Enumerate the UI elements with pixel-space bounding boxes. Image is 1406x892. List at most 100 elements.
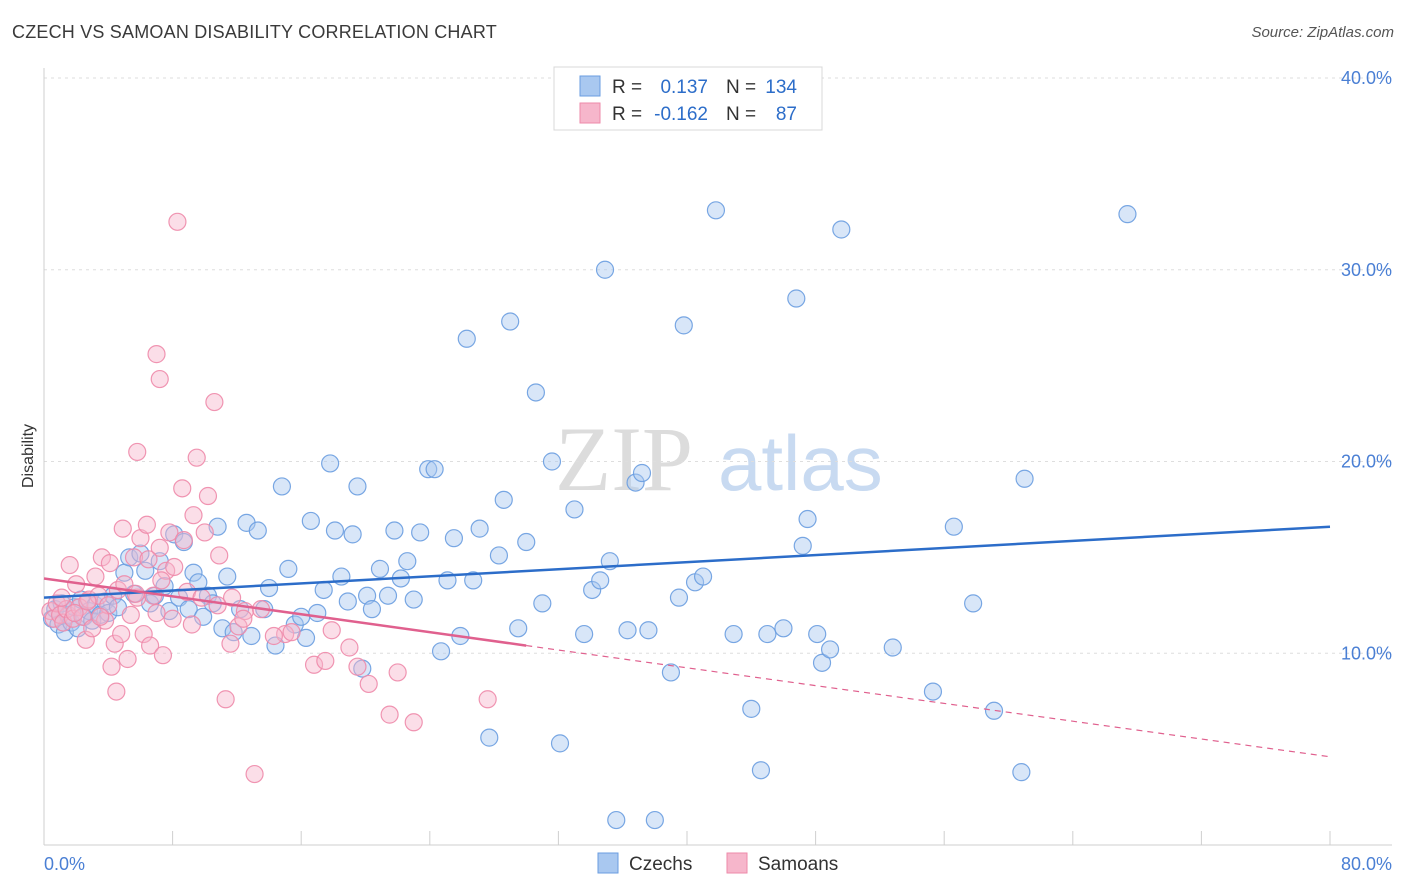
czech-point	[793, 536, 812, 555]
czech-point	[674, 316, 693, 335]
czech-point	[358, 586, 377, 605]
stats-r-value-czechs: 0.137	[660, 77, 708, 98]
czech-point	[509, 619, 528, 638]
legend-label-samoans: Samoans	[758, 854, 838, 875]
samoan-point	[150, 538, 169, 557]
samoan-point	[208, 596, 227, 615]
samoan-point	[187, 448, 206, 467]
czech-point	[639, 621, 658, 640]
source-label: Source: ZipAtlas.com	[1251, 24, 1394, 41]
czech-point	[533, 594, 552, 613]
x-tick-label-max: 80.0%	[1341, 854, 1392, 874]
czech-point	[724, 624, 743, 644]
samoan-point	[139, 550, 158, 569]
stats-swatch-samoans	[579, 102, 601, 124]
samoan-point	[121, 605, 140, 625]
czech-point	[248, 521, 267, 540]
czech-point	[751, 761, 771, 780]
samoan-point	[282, 623, 301, 642]
czech-point	[398, 552, 417, 571]
czech-point	[494, 490, 513, 509]
stats-n-value-samoans: 87	[776, 104, 797, 125]
czech-point	[575, 624, 594, 644]
czech-point	[618, 621, 637, 640]
czech-point	[242, 626, 261, 646]
czech-point	[923, 682, 943, 701]
samoan-point	[65, 603, 84, 623]
czech-point	[808, 624, 827, 644]
samoan-point	[174, 531, 193, 550]
x-tick-label-min: 0.0%	[44, 854, 85, 874]
czech-point	[314, 580, 333, 600]
czech-point	[470, 519, 489, 538]
czech-point	[626, 473, 645, 492]
czech-point	[370, 559, 390, 578]
czech-point	[984, 701, 1004, 720]
czech-point	[338, 592, 357, 611]
samoan-point	[163, 609, 182, 628]
samoan-point	[380, 705, 399, 724]
samoan-point	[60, 555, 79, 575]
czech-point	[787, 289, 806, 308]
czech-point	[213, 619, 232, 638]
watermark-zip: ZIP	[555, 408, 693, 510]
samoan-point	[102, 657, 121, 676]
czech-point	[325, 521, 345, 540]
czech-point	[774, 619, 793, 638]
samoan-point	[205, 392, 224, 412]
czech-point	[669, 588, 689, 607]
samoan-point	[182, 615, 201, 634]
samoan-point	[147, 345, 166, 364]
samoan-point	[91, 607, 110, 626]
samoan-point	[112, 624, 131, 644]
samoan-point	[150, 369, 169, 389]
czech-point	[457, 329, 476, 348]
czech-point	[832, 220, 851, 239]
x-axis-ticks	[172, 831, 1331, 845]
samoan-point	[153, 646, 173, 665]
samoan-point	[304, 655, 324, 674]
samoan-point	[140, 636, 160, 655]
samoan-point	[134, 624, 153, 644]
czech-point	[565, 500, 584, 519]
czech-point	[820, 640, 840, 659]
czech-point	[279, 559, 298, 578]
czech-point	[136, 561, 155, 580]
samoan-point	[78, 592, 97, 611]
czech-point	[301, 511, 320, 531]
y-axis-tick-labels: 10.0% 20.0% 30.0% 40.0%	[1341, 68, 1392, 663]
samoan-point	[234, 609, 253, 628]
czech-point	[444, 529, 464, 548]
czech-point	[758, 624, 777, 644]
czech-point	[1015, 469, 1034, 488]
stats-r-value-samoans: -0.162	[654, 104, 708, 125]
czech-point	[292, 607, 311, 626]
samoan-point	[168, 212, 187, 231]
samoan-point	[195, 523, 214, 542]
samoan-point	[173, 479, 192, 498]
samoan-point	[322, 621, 341, 640]
czech-point	[550, 734, 570, 753]
samoan-point	[160, 523, 179, 542]
czech-point	[425, 460, 444, 479]
czech-point	[480, 728, 499, 747]
samoan-point	[107, 682, 126, 701]
y-tick-label: 30.0%	[1341, 260, 1392, 280]
stats-r-label-samoans: R =	[612, 104, 642, 125]
czech-point	[378, 586, 398, 605]
data-points	[41, 201, 1137, 830]
samoan-point	[152, 571, 171, 590]
czech-point	[348, 477, 367, 496]
czech-point	[944, 517, 963, 536]
y-axis-title: Disability	[20, 424, 37, 488]
stats-n-label-czechs: N =	[726, 77, 756, 98]
gridlines	[44, 77, 1392, 654]
stats-r-label-czechs: R =	[612, 77, 642, 98]
czech-point	[385, 521, 404, 540]
czech-point	[706, 201, 726, 220]
czech-point	[321, 454, 340, 473]
czech-point	[218, 567, 237, 586]
samoan-point	[388, 663, 407, 682]
stats-n-value-czechs: 134	[765, 77, 797, 98]
